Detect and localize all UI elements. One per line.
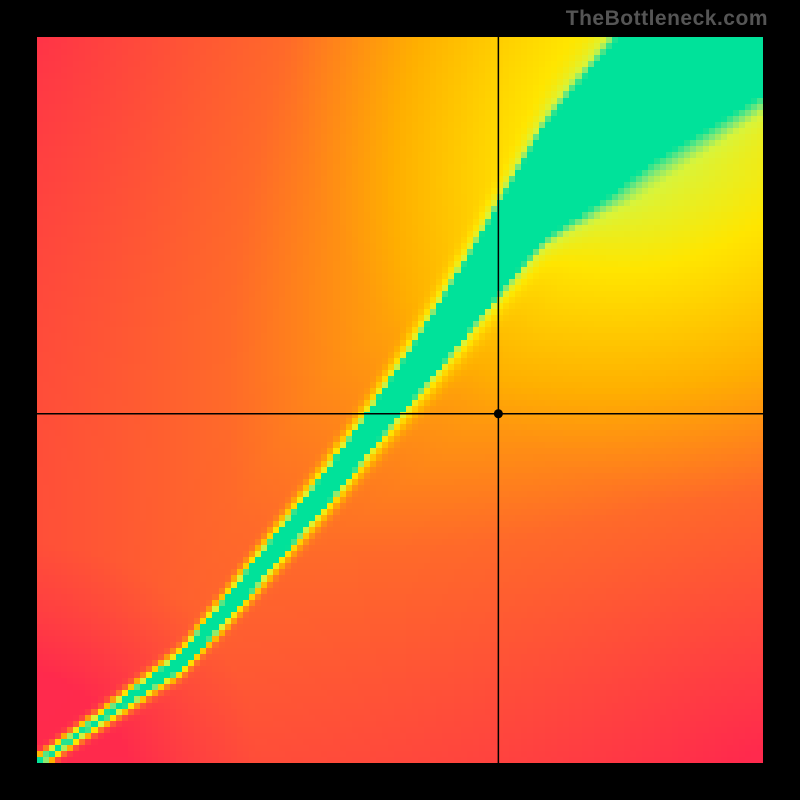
watermark-text: TheBottleneck.com xyxy=(566,7,768,31)
bottleneck-heatmap xyxy=(37,37,763,763)
